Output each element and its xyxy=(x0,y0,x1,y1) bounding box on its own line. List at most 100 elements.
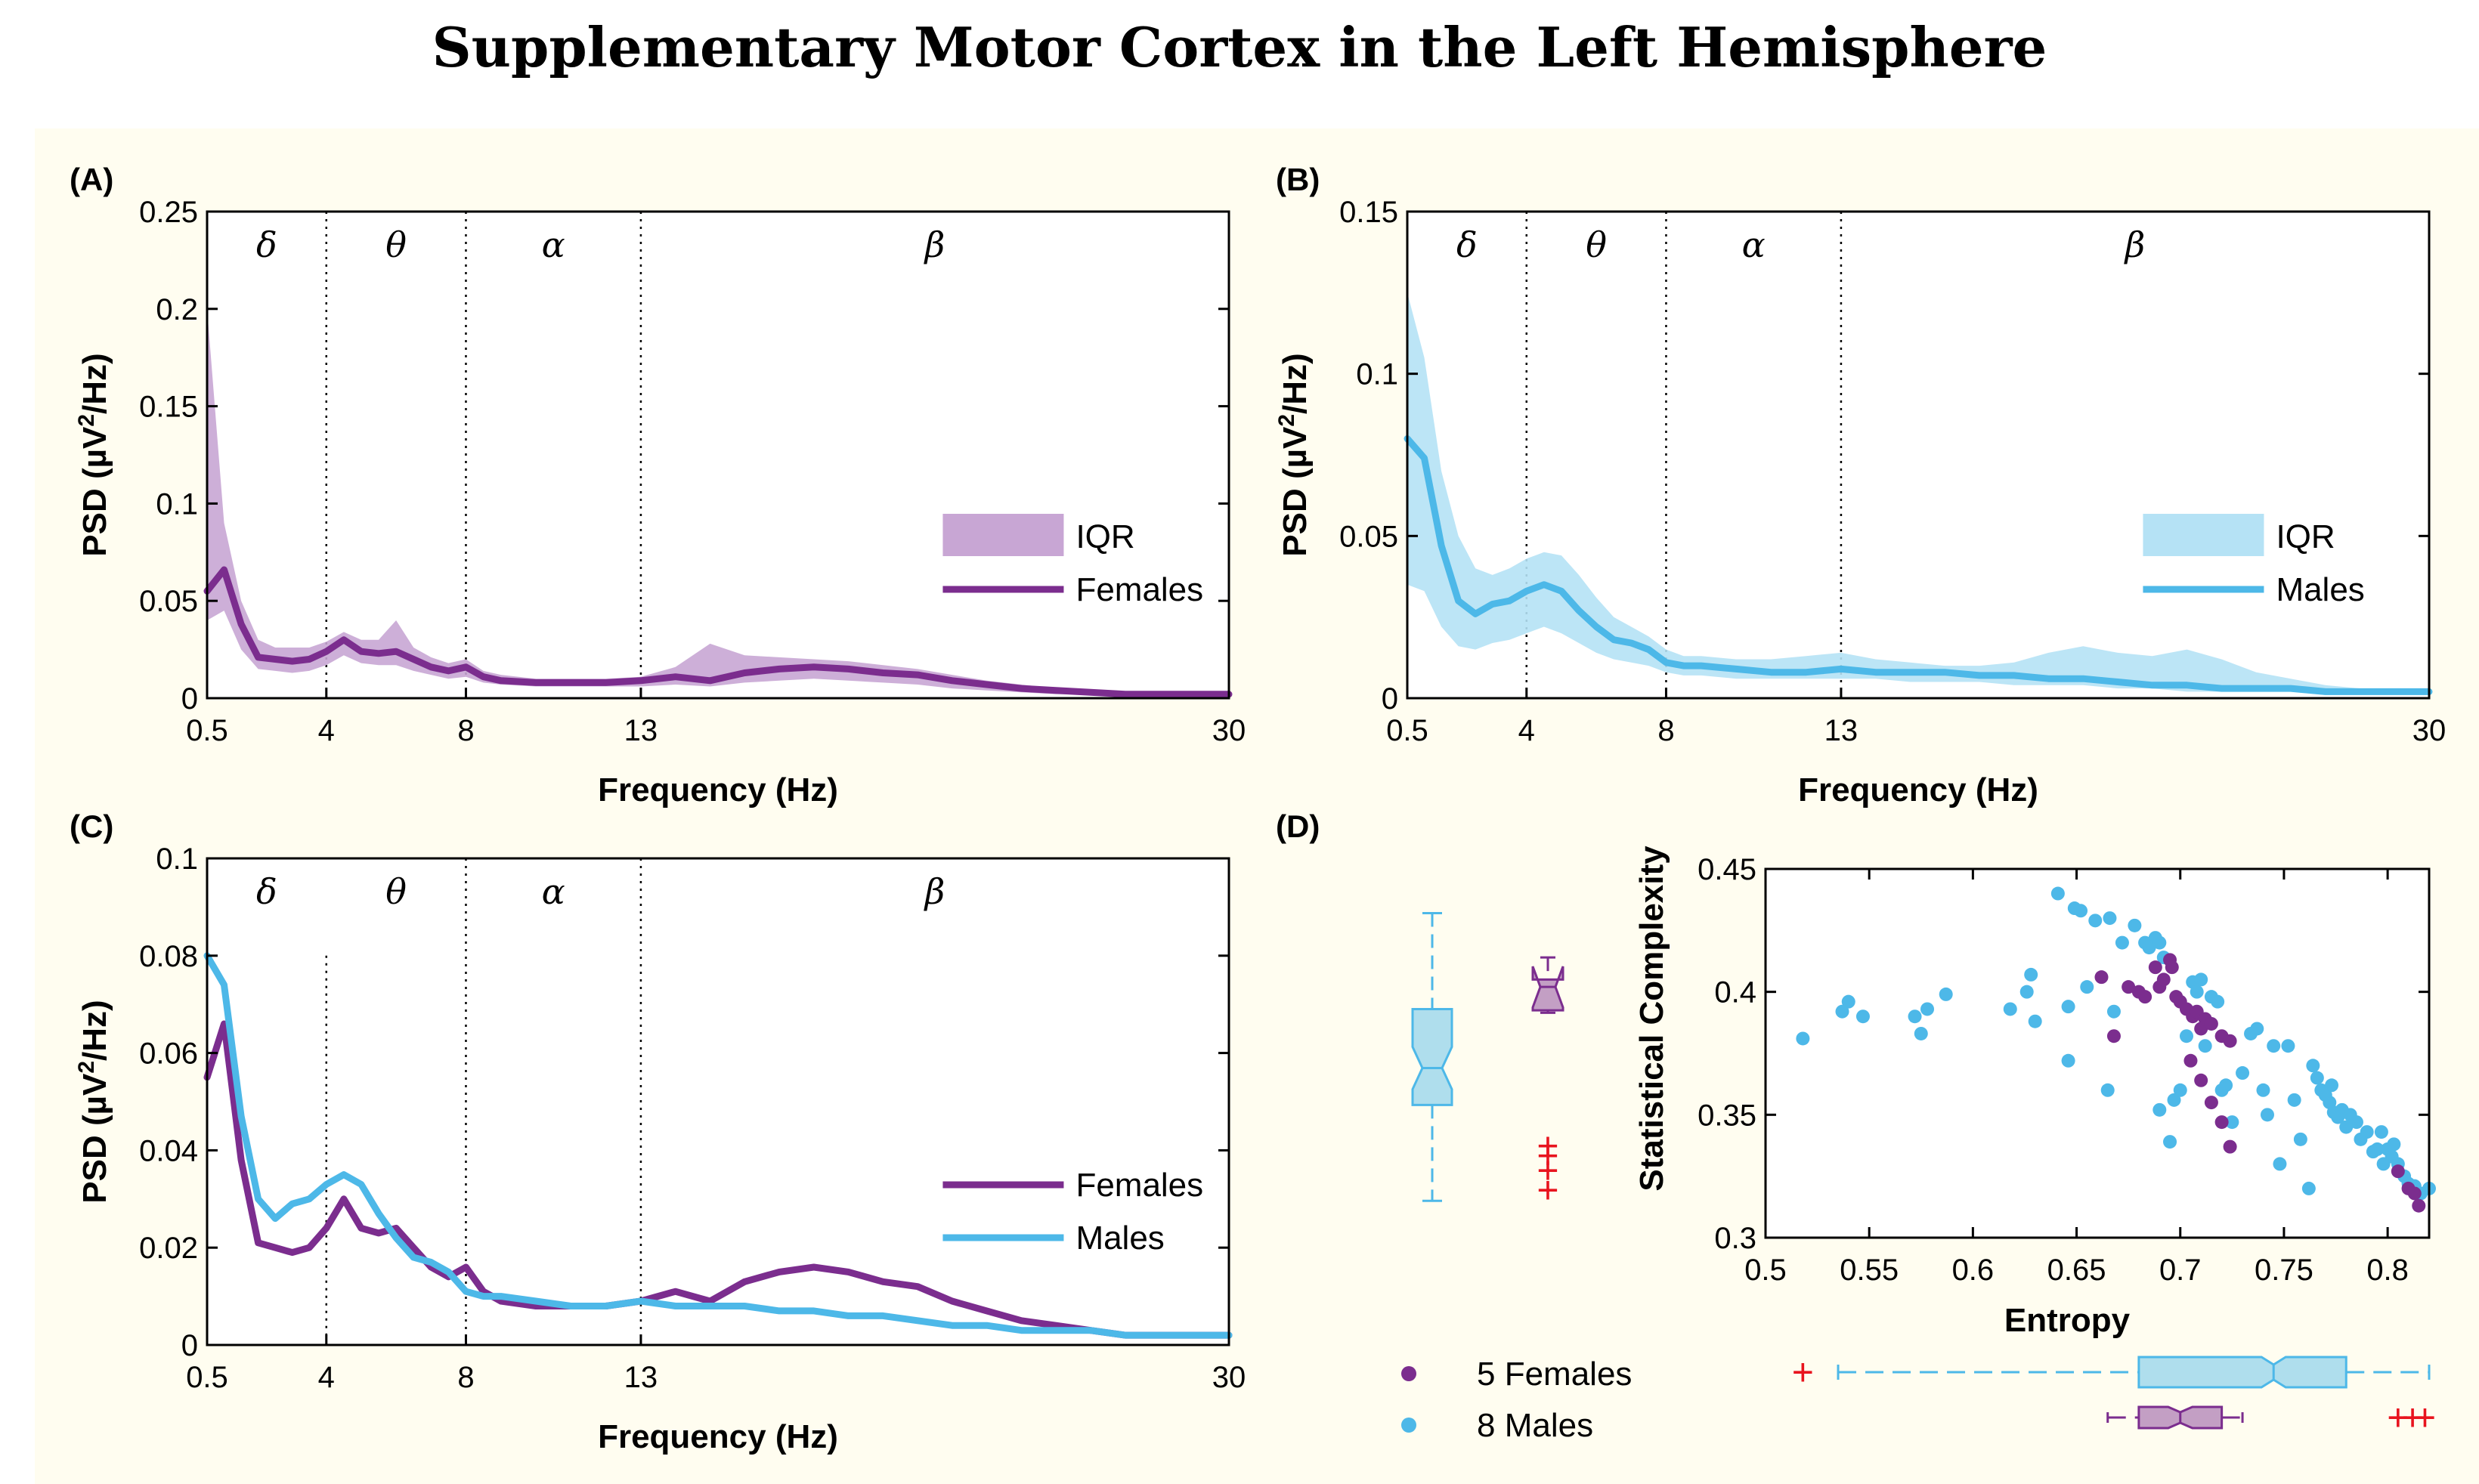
scatter-point-male xyxy=(2103,911,2117,926)
legend-label: Females xyxy=(1075,1167,1203,1204)
band-label: β xyxy=(924,224,945,265)
x-tick-label: 0.7 xyxy=(2159,1254,2202,1287)
panel-label: (D) xyxy=(1276,808,1320,844)
scatter-point-female xyxy=(2214,1115,2229,1130)
y-tick-label: 0.06 xyxy=(139,1037,198,1071)
x-tick-label: 0.5 xyxy=(1744,1254,1787,1287)
boxplot-outlier: + xyxy=(2401,1396,2423,1439)
y-tick-label: 0.4 xyxy=(1714,976,1756,1009)
scatter-point-male xyxy=(2256,1083,2270,1097)
scatter-point-male xyxy=(2050,886,2065,901)
x-tick-label: 0.55 xyxy=(1840,1254,1899,1287)
legend-label: IQR xyxy=(1075,518,1134,555)
scatter-point-female xyxy=(2204,1016,2218,1031)
main-title: Supplementary Motor Cortex in the Left H… xyxy=(432,15,2047,79)
y-tick-label: 0 xyxy=(1382,682,1398,716)
scatter-point-male xyxy=(1841,994,1855,1009)
x-tick-label: 13 xyxy=(624,1361,658,1394)
scatter-point-male xyxy=(2306,1059,2320,1073)
y-axis-label: PSD (µV2/Hz) xyxy=(74,353,114,556)
x-tick-label: 0.65 xyxy=(2047,1254,2106,1287)
legend-label: 8 Males xyxy=(1477,1407,1593,1444)
scatter-point-male xyxy=(2211,994,2225,1009)
y-axis-label: PSD (µV2/Hz) xyxy=(1274,353,1314,556)
scatter-point-female xyxy=(2156,972,2171,987)
boxplot-outlier: + xyxy=(1792,1351,1814,1393)
panel-label: (A) xyxy=(70,162,113,197)
legend-label: Males xyxy=(1075,1220,1164,1257)
y-tick-label: 0.1 xyxy=(1356,358,1398,391)
chart-c: δ θ α β 0 0.02 0.04 0.06 0.08 0.1 0.5 4 8 13 30 Frequen… xyxy=(70,808,1246,1455)
y-tick-label: 0.08 xyxy=(139,940,198,973)
legend-label: 5 Females xyxy=(1477,1356,1632,1393)
scatter-point-male xyxy=(2198,1039,2212,1053)
scatter-point-male xyxy=(2163,1135,2177,1149)
scatter-point-female xyxy=(2148,960,2162,975)
legend-label: Females xyxy=(1075,571,1203,608)
x-tick-label: 0.5 xyxy=(186,714,228,747)
x-axis-label: Frequency (Hz) xyxy=(598,1418,838,1455)
band-label: α xyxy=(542,224,565,265)
band-label: δ xyxy=(1456,224,1478,265)
scatter-point-female xyxy=(2165,960,2179,975)
series-line-females xyxy=(203,566,1233,698)
boxplot-outlier: + xyxy=(1537,1149,1558,1192)
scatter-point-male xyxy=(2219,1078,2233,1093)
scatter-point-male xyxy=(2028,1014,2042,1028)
scatter-point-male xyxy=(2128,918,2142,932)
plot-frame xyxy=(1406,210,2431,700)
scatter-point-male xyxy=(2287,1093,2301,1107)
scatter-point-male xyxy=(2339,1120,2354,1134)
y-tick-label: 0.2 xyxy=(156,293,198,326)
plot-area xyxy=(207,858,1229,1345)
panel-label: (C) xyxy=(70,808,113,844)
y-tick-label: 0.1 xyxy=(156,842,198,876)
band-label: θ xyxy=(385,224,407,265)
series-line-males xyxy=(203,952,1233,1339)
y-tick-label: 0.3 xyxy=(1714,1222,1756,1255)
scatter-point-male xyxy=(2173,1083,2187,1097)
chart-a: δ θ α β 0 0.05 0.1 0.15 0.2 0.25 0.5 4 8 13 30 Frequenc… xyxy=(70,162,1246,808)
x-axis-label: Entropy xyxy=(2004,1302,2131,1339)
scatter-point-male xyxy=(1920,1002,1935,1016)
legend-label: Males xyxy=(2276,571,2364,608)
legend-iqr-swatch xyxy=(2143,514,2264,556)
x-tick-label: 0.5 xyxy=(1386,714,1428,747)
scatter-point-male xyxy=(2293,1132,2307,1146)
x-tick-label: 0.6 xyxy=(1952,1254,1995,1287)
x-tick-label: 8 xyxy=(1657,714,1674,747)
scatter-point-male xyxy=(2360,1125,2374,1139)
x-tick-label: 8 xyxy=(457,1361,474,1394)
scatter-point-female xyxy=(2183,1053,2198,1068)
y-tick-label: 0.05 xyxy=(1339,520,1398,553)
scatter-point-male xyxy=(2225,1115,2239,1130)
scatter-point-female xyxy=(2094,970,2109,985)
chart-b: δ θ α β 0 0.05 0.1 0.15 0.5 4 8 13 30 Frequency (Hz) P… xyxy=(1274,162,2447,808)
y-tick-label: 0.02 xyxy=(139,1232,198,1265)
x-tick-label: 0.5 xyxy=(186,1361,228,1394)
scatter-point-male xyxy=(2267,1039,2281,1053)
scatter-point-female xyxy=(2223,1139,2237,1154)
y-tick-label: 0.15 xyxy=(1339,196,1398,229)
plot-area xyxy=(1766,869,2429,1238)
scatter-point-male xyxy=(1796,1031,1810,1046)
band-label: α xyxy=(542,871,565,912)
scatter-point-female xyxy=(2391,1164,2405,1179)
scatter-point-female xyxy=(2194,1073,2208,1087)
scatter-point-male xyxy=(2310,1071,2324,1085)
scatter-point-male xyxy=(2142,941,2156,955)
scatter-point-female xyxy=(2106,1029,2121,1043)
x-tick-label: 13 xyxy=(1824,714,1858,747)
scatter-point-male xyxy=(2236,1066,2250,1081)
plot-area xyxy=(207,212,1229,698)
boxplot-outlier: + xyxy=(1537,1135,1558,1177)
scatter-point-male xyxy=(2281,1039,2295,1053)
scatter-point-male xyxy=(2374,1125,2388,1139)
scatter-point-male xyxy=(2179,1029,2193,1043)
scatter-point-female xyxy=(2122,980,2136,994)
x-tick-label: 0.75 xyxy=(2255,1254,2313,1287)
plot-frame xyxy=(1764,867,2431,1239)
scatter-point-male xyxy=(2387,1137,2401,1152)
y-tick-label: 0.05 xyxy=(139,585,198,618)
